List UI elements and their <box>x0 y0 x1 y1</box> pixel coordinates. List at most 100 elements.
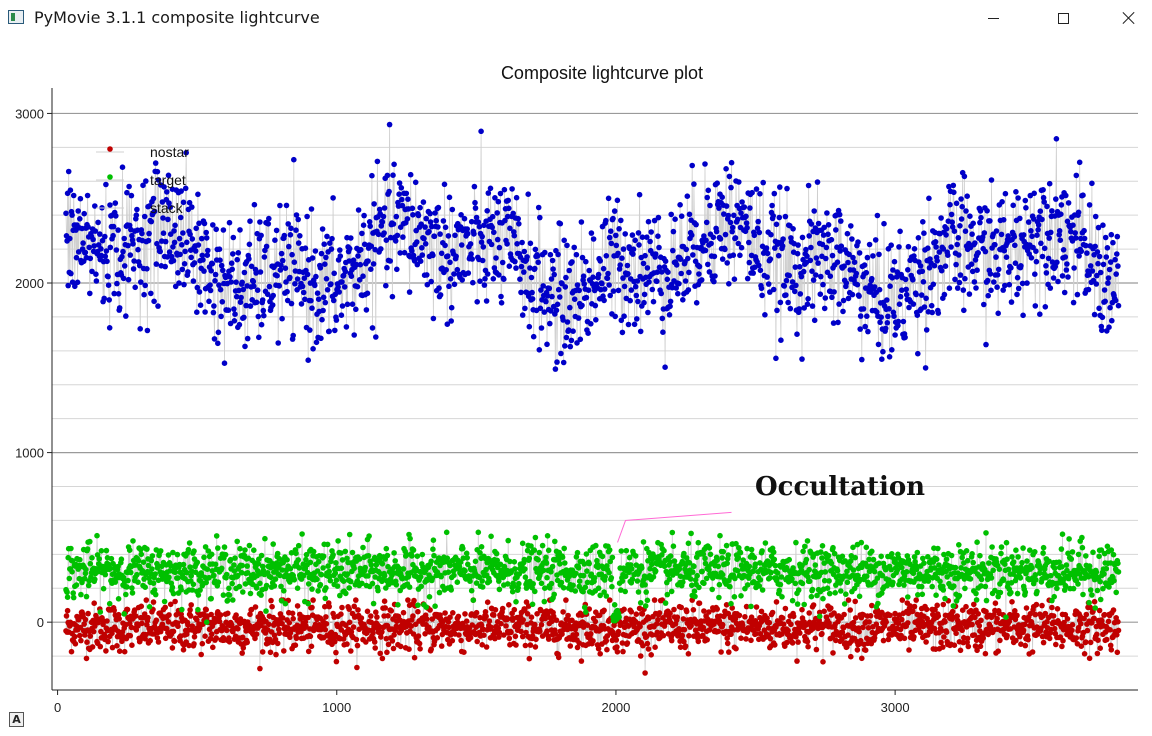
data-point-nostar <box>477 614 483 621</box>
data-point-target <box>814 592 820 599</box>
data-point-stack <box>357 261 364 268</box>
data-point-stack <box>666 312 673 318</box>
data-point-stack <box>152 160 159 166</box>
data-point-stack <box>640 260 647 267</box>
data-point-target <box>528 543 534 549</box>
data-point-stack <box>229 266 235 273</box>
data-point-target <box>229 580 235 587</box>
data-point-stack <box>277 267 284 273</box>
data-point-target <box>208 595 214 602</box>
data-point-stack <box>494 210 501 216</box>
minimize-button[interactable] <box>970 0 1016 36</box>
data-point-nostar <box>733 645 739 652</box>
data-point-nostar <box>259 649 266 655</box>
data-point-nostar <box>724 640 731 647</box>
data-point-nostar <box>346 619 353 626</box>
data-point-stack <box>677 202 683 208</box>
series-line-stack <box>65 124 1119 370</box>
data-point-target <box>692 593 698 600</box>
data-point-nostar <box>604 633 611 639</box>
data-point-nostar <box>1027 611 1034 617</box>
data-point-target <box>211 572 217 579</box>
data-point-target <box>213 533 220 539</box>
maximize-button[interactable] <box>1040 0 1086 36</box>
data-point-target <box>956 592 963 599</box>
data-point-stack <box>218 262 225 269</box>
data-point-nostar <box>606 597 613 603</box>
data-point-target <box>184 569 190 576</box>
data-point-nostar <box>965 643 972 650</box>
data-point-stack <box>595 271 602 278</box>
data-point-target <box>540 567 547 574</box>
data-point-stack <box>506 205 512 212</box>
data-point-stack <box>624 262 631 269</box>
data-point-nostar <box>1059 643 1065 650</box>
data-point-stack <box>527 240 534 247</box>
data-point-nostar <box>109 630 115 637</box>
data-point-target <box>400 566 407 572</box>
data-point-target <box>707 551 714 558</box>
data-point-stack <box>318 335 324 342</box>
data-point-target <box>486 578 493 585</box>
data-point-nostar <box>358 615 365 621</box>
data-point-stack <box>353 306 359 313</box>
data-point-target <box>828 560 835 567</box>
data-point-stack <box>202 309 208 315</box>
data-point-stack <box>247 218 253 224</box>
data-point-stack <box>499 259 506 266</box>
data-point-target <box>771 556 778 563</box>
data-point-stack <box>201 220 208 227</box>
data-point-nostar <box>378 634 384 640</box>
data-point-target <box>637 600 644 606</box>
data-point-target <box>172 569 178 576</box>
data-point-stack <box>339 303 346 309</box>
data-point-nostar <box>821 608 827 615</box>
data-point-stack <box>605 270 611 277</box>
x-tick-label: 2000 <box>601 700 630 715</box>
data-point-stack <box>419 245 425 251</box>
data-point-nostar <box>150 599 157 605</box>
data-point-nostar <box>690 607 697 613</box>
data-point-stack <box>563 274 569 281</box>
data-point-stack <box>537 214 543 221</box>
data-point-target <box>494 557 501 564</box>
data-point-target <box>748 603 754 610</box>
data-point-target <box>894 567 901 573</box>
data-point-target <box>666 576 673 582</box>
data-point-target <box>963 548 970 554</box>
data-point-stack <box>384 264 390 271</box>
data-point-target <box>373 562 380 568</box>
data-point-nostar <box>649 632 656 638</box>
data-point-stack <box>391 161 397 168</box>
data-point-nostar <box>253 631 260 637</box>
data-point-stack <box>438 250 445 257</box>
data-point-target <box>719 555 725 561</box>
data-point-stack <box>320 294 327 301</box>
data-point-stack <box>421 235 427 242</box>
data-point-nostar <box>784 639 790 646</box>
data-point-target <box>167 562 174 569</box>
data-point-stack <box>157 248 163 255</box>
data-point-stack <box>251 283 257 290</box>
data-point-target <box>509 588 516 595</box>
data-point-stack <box>309 305 315 312</box>
data-point-nostar <box>333 649 339 656</box>
data-point-stack <box>128 192 135 199</box>
data-point-stack <box>237 299 244 306</box>
data-point-nostar <box>85 610 91 617</box>
data-point-nostar <box>269 603 275 610</box>
data-point-target <box>309 586 315 592</box>
data-point-target <box>990 567 996 574</box>
data-point-stack <box>422 241 429 247</box>
data-point-target <box>748 546 755 553</box>
data-point-stack <box>160 230 167 236</box>
data-point-nostar <box>668 637 675 644</box>
data-point-target <box>983 597 990 604</box>
data-point-target <box>691 588 698 594</box>
data-point-stack <box>566 267 572 274</box>
data-point-nostar <box>941 634 947 640</box>
data-point-nostar <box>574 644 581 651</box>
data-point-target <box>70 594 77 601</box>
data-point-stack <box>577 336 584 343</box>
